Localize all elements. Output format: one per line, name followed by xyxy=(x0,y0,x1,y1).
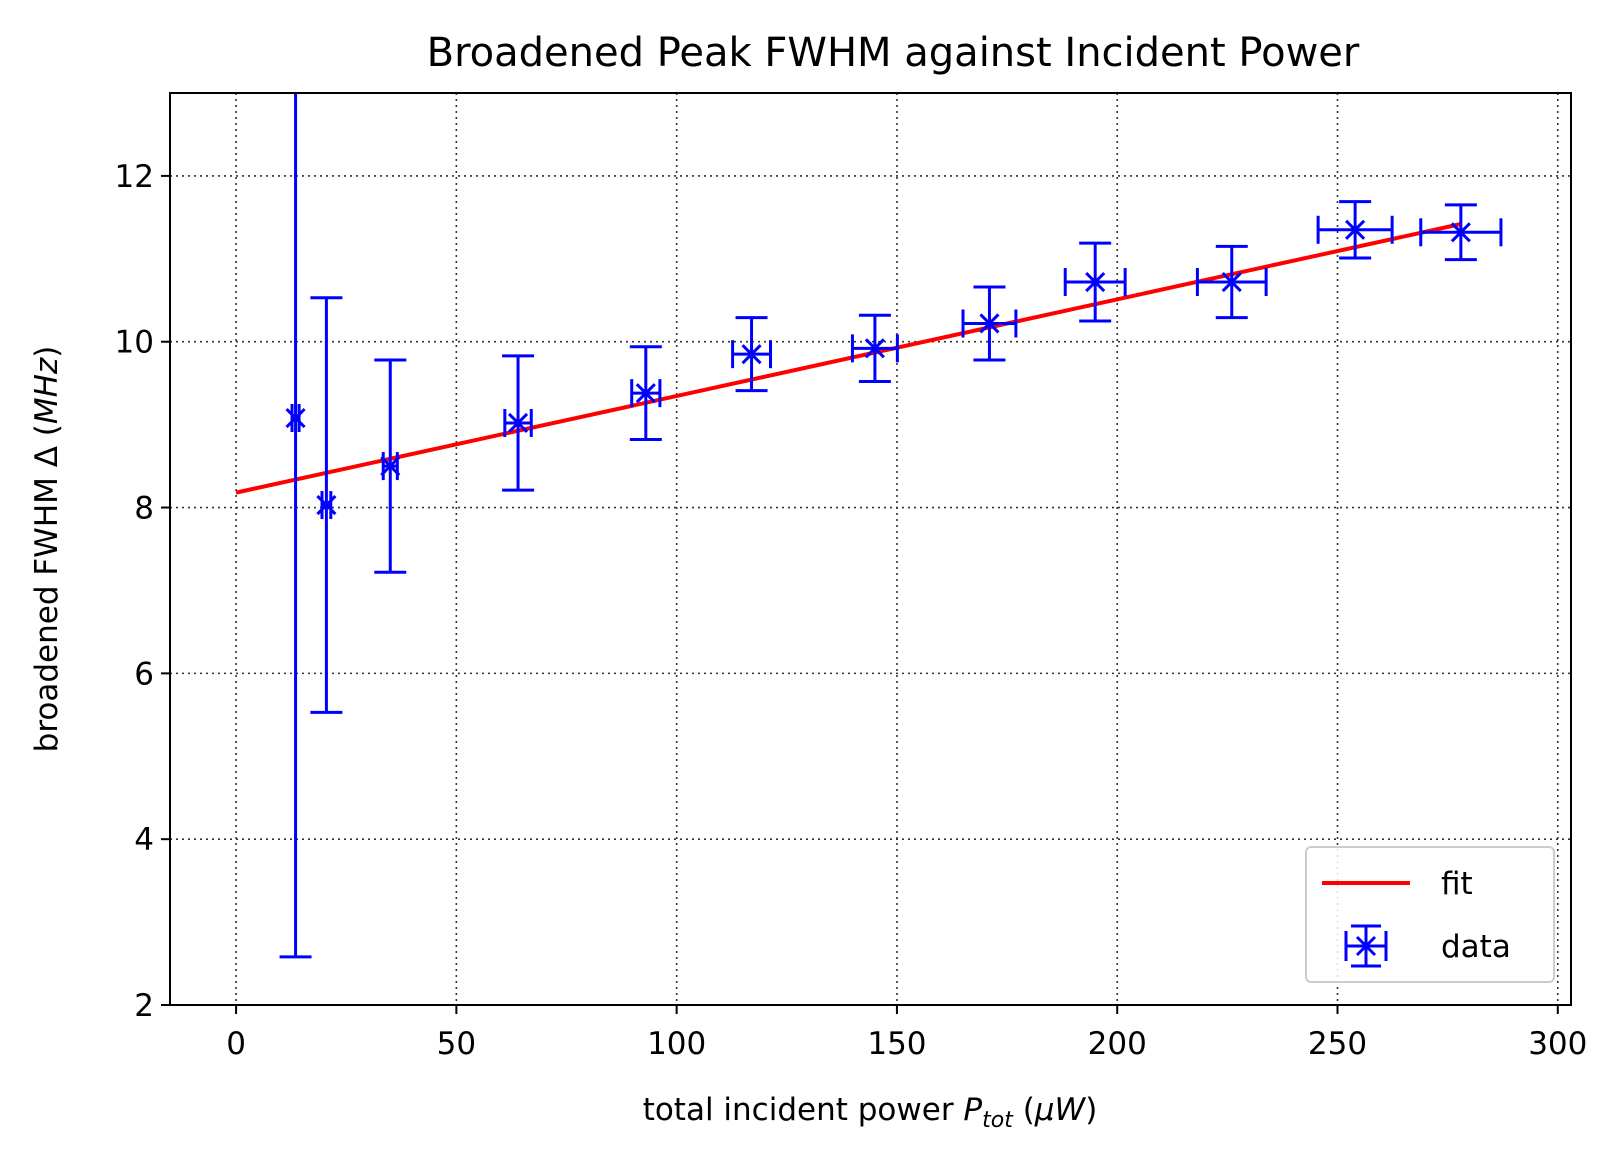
x-axis-label-unit-mu: μ xyxy=(1034,1092,1055,1128)
data-marker xyxy=(1450,222,1471,243)
fit-line xyxy=(235,222,1462,495)
legend: fit data xyxy=(1305,846,1555,983)
legend-frame xyxy=(1305,846,1555,983)
data-marker xyxy=(316,494,337,516)
x-axis-label-subscript: tot xyxy=(982,1108,1014,1133)
grid-lines xyxy=(170,93,1571,1006)
plot-frame xyxy=(169,92,1572,1006)
data-point xyxy=(310,296,343,714)
data-point xyxy=(279,93,312,959)
data-marker xyxy=(979,313,1000,334)
y-tick-label: 10 xyxy=(115,325,154,361)
x-axis-label-open: ( xyxy=(1013,1092,1035,1128)
data-point xyxy=(731,316,772,393)
data-point xyxy=(1316,200,1394,260)
legend-data-marker xyxy=(1355,935,1377,957)
x-axis-label: total incident power Ptot (μW) xyxy=(643,1092,1098,1133)
y-tick-label: 2 xyxy=(134,988,154,1024)
y-tick-label: 8 xyxy=(134,491,154,527)
y-tick-label: 12 xyxy=(115,159,154,195)
x-axis-label-unit-w: W xyxy=(1055,1092,1087,1128)
x-axis-label-symbol: P xyxy=(963,1092,982,1128)
y-axis-label-prefix: broadened FWHM Δ ( xyxy=(29,424,65,752)
x-axis-label-close: ) xyxy=(1085,1092,1097,1128)
legend-fit-label: fit xyxy=(1441,866,1473,902)
data-point xyxy=(1195,244,1268,320)
y-axis-label: broadened FWHM Δ (MHz) xyxy=(29,346,65,753)
legend-data-swatch xyxy=(1344,924,1388,968)
data-point xyxy=(961,285,1018,362)
data-point xyxy=(850,313,899,384)
y-axis-ticks: 2 4 6 8 10 12 xyxy=(115,159,170,1024)
legend-data-label: data xyxy=(1441,929,1511,965)
data-series xyxy=(279,93,1503,959)
x-tick-label: 0 xyxy=(226,1026,246,1062)
fit-series xyxy=(235,222,1462,495)
data-marker xyxy=(285,407,306,429)
y-tick-label: 6 xyxy=(134,656,154,692)
y-axis-label-close: ) xyxy=(29,346,65,358)
x-axis-label-prefix: total incident power xyxy=(643,1092,964,1128)
data-marker xyxy=(507,412,529,434)
chart-title: Broadened Peak FWHM against Incident Pow… xyxy=(427,30,1360,76)
data-marker xyxy=(1221,271,1242,293)
x-tick-label: 200 xyxy=(1088,1026,1147,1062)
data-marker xyxy=(635,383,656,404)
data-marker xyxy=(380,456,401,477)
data-point xyxy=(374,358,407,574)
x-tick-label: 100 xyxy=(647,1026,706,1062)
y-axis-label-unit: MHz xyxy=(29,357,65,424)
data-point xyxy=(1419,203,1503,262)
x-tick-label: 150 xyxy=(867,1026,926,1062)
data-point xyxy=(629,345,662,442)
x-tick-label: 250 xyxy=(1308,1026,1367,1062)
data-point xyxy=(502,354,535,492)
data-marker xyxy=(1345,219,1366,240)
data-marker xyxy=(1085,271,1106,293)
x-tick-label: 300 xyxy=(1528,1026,1587,1062)
data-marker xyxy=(741,344,762,365)
x-tick-label: 50 xyxy=(437,1026,476,1062)
data-marker xyxy=(864,338,885,359)
x-axis-ticks: 0 50 100 150 200 250 300 xyxy=(226,1005,1587,1062)
y-tick-label: 4 xyxy=(134,822,154,858)
data-point xyxy=(1063,241,1127,323)
